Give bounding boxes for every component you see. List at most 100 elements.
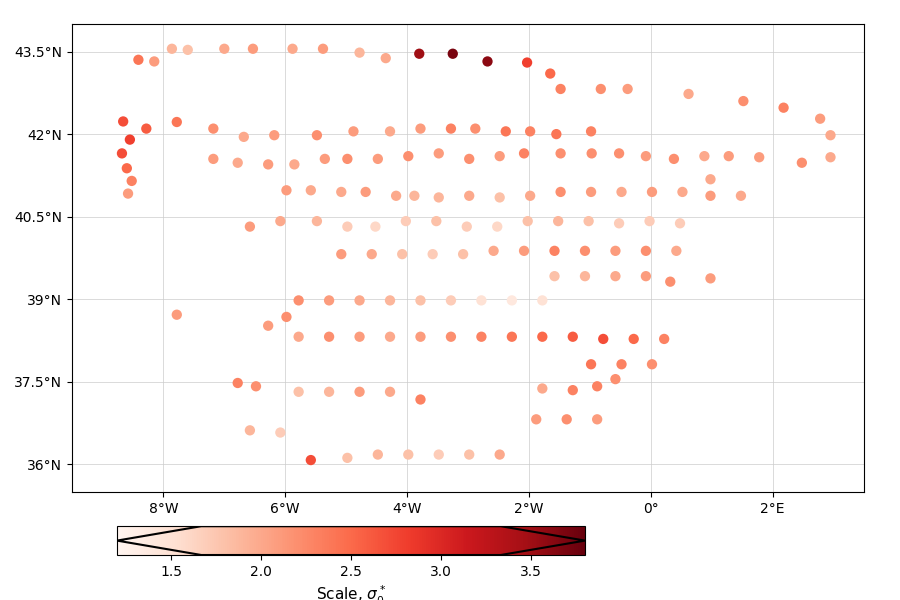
- Point: [131, 55, 146, 65]
- Point: [474, 296, 489, 305]
- Point: [698, 151, 712, 161]
- Point: [316, 44, 330, 53]
- Point: [584, 187, 598, 197]
- Point: [675, 187, 689, 197]
- Point: [432, 193, 446, 202]
- Point: [505, 296, 519, 305]
- Point: [340, 222, 355, 232]
- Point: [462, 191, 476, 200]
- Point: [274, 217, 288, 226]
- Point: [261, 160, 275, 169]
- Point: [310, 217, 324, 226]
- Point: [644, 187, 659, 197]
- Point: [612, 149, 626, 158]
- Point: [620, 84, 634, 94]
- Point: [581, 217, 596, 226]
- Point: [322, 332, 337, 341]
- Point: [120, 163, 134, 173]
- Point: [554, 84, 568, 94]
- Point: [334, 250, 348, 259]
- Point: [663, 277, 678, 286]
- Point: [560, 415, 574, 424]
- Point: [608, 246, 623, 256]
- Point: [318, 154, 332, 164]
- Point: [615, 359, 629, 369]
- Point: [670, 246, 684, 256]
- Point: [379, 53, 393, 63]
- Point: [401, 450, 416, 460]
- Point: [584, 149, 598, 158]
- Point: [246, 44, 260, 53]
- Point: [243, 425, 257, 435]
- Point: [639, 271, 653, 281]
- Point: [795, 158, 809, 167]
- Point: [639, 246, 653, 256]
- Point: [279, 185, 293, 195]
- Point: [432, 450, 446, 460]
- Point: [578, 271, 592, 281]
- Point: [334, 187, 348, 197]
- Point: [460, 222, 474, 232]
- Point: [382, 296, 397, 305]
- Point: [444, 332, 458, 341]
- Point: [353, 296, 367, 305]
- Point: [517, 149, 531, 158]
- Point: [353, 48, 367, 58]
- Point: [399, 217, 413, 226]
- Point: [444, 296, 458, 305]
- Point: [523, 127, 537, 136]
- Point: [206, 154, 220, 164]
- Point: [353, 387, 367, 397]
- Point: [237, 132, 251, 142]
- Point: [444, 124, 458, 133]
- Point: [413, 296, 428, 305]
- Point: [413, 332, 428, 341]
- Point: [413, 124, 428, 133]
- Point: [608, 271, 623, 281]
- Point: [752, 152, 767, 162]
- Point: [681, 89, 696, 99]
- Point: [267, 130, 282, 140]
- Point: [446, 49, 460, 59]
- Point: [261, 321, 275, 331]
- Point: [274, 428, 288, 437]
- Point: [549, 130, 563, 139]
- Point: [413, 395, 428, 404]
- Point: [340, 453, 355, 463]
- Point: [401, 151, 416, 161]
- Point: [371, 450, 385, 460]
- Point: [462, 450, 476, 460]
- Point: [169, 310, 184, 320]
- Point: [643, 217, 657, 226]
- Point: [722, 151, 736, 161]
- Point: [536, 296, 550, 305]
- Point: [492, 193, 507, 202]
- Point: [432, 149, 446, 158]
- X-axis label: Scale, $\sigma_0^*$: Scale, $\sigma_0^*$: [316, 584, 386, 600]
- Point: [590, 382, 605, 391]
- Point: [169, 117, 184, 127]
- Point: [181, 45, 195, 55]
- Point: [492, 151, 507, 161]
- Point: [121, 189, 135, 199]
- Point: [824, 130, 838, 140]
- Point: [551, 217, 565, 226]
- Point: [292, 387, 306, 397]
- Point: [462, 154, 476, 164]
- Point: [543, 69, 557, 79]
- Point: [303, 455, 318, 465]
- Point: [230, 378, 245, 388]
- Point: [243, 222, 257, 232]
- Point: [703, 191, 717, 200]
- Point: [371, 154, 385, 164]
- Point: [554, 187, 568, 197]
- Point: [517, 246, 531, 256]
- Point: [382, 127, 397, 136]
- Point: [468, 124, 482, 133]
- Point: [565, 385, 580, 395]
- Point: [547, 246, 562, 256]
- Point: [124, 176, 139, 186]
- Point: [505, 332, 519, 341]
- Point: [322, 296, 337, 305]
- Point: [358, 187, 373, 197]
